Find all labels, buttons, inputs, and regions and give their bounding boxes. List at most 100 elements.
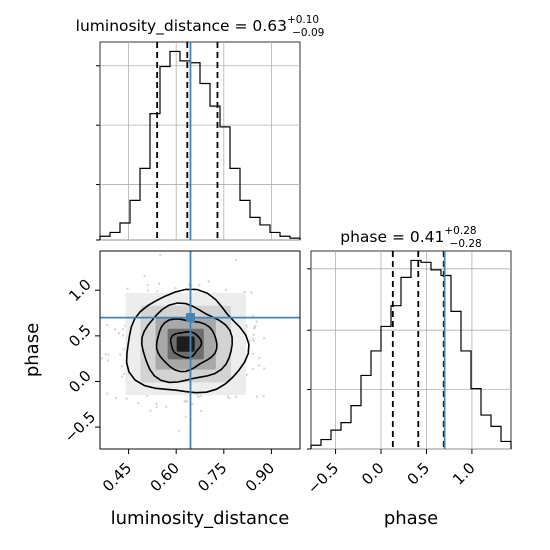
- scatter-point: [114, 328, 117, 331]
- scatter-point: [174, 286, 177, 290]
- scatter-point: [125, 397, 128, 400]
- x-tick-label: 0.75: [194, 459, 230, 495]
- y-tick-marks: [96, 65, 100, 241]
- scatter-point: [146, 283, 149, 287]
- scatter-point: [104, 353, 108, 356]
- scatter-point: [120, 365, 124, 368]
- scatter-point: [234, 258, 238, 262]
- scatter-point: [245, 373, 249, 376]
- title-eq: =: [230, 17, 253, 35]
- scatter-point: [106, 323, 109, 327]
- x-tick-label: 0.0: [358, 459, 388, 489]
- title-plus: +0.28: [444, 225, 476, 237]
- scatter-point: [106, 359, 110, 362]
- scatter-point: [251, 367, 255, 371]
- title-param: phase: [340, 228, 387, 246]
- scatter-point: [183, 400, 186, 403]
- scatter-point: [226, 395, 230, 398]
- scatter-point: [249, 339, 252, 342]
- quantile-lines: [156, 42, 219, 240]
- scatter-point: [177, 429, 181, 432]
- title-median: 0.41: [410, 228, 445, 246]
- scatter-point: [197, 395, 200, 399]
- panel-title: phase = 0.41+0.28 −0.28: [340, 225, 482, 250]
- scatter-point: [251, 337, 254, 341]
- y-tick-marks: [307, 268, 311, 450]
- truth-marker: [185, 313, 195, 323]
- contour-line: [140, 302, 234, 384]
- x-tick-label: 0.5: [404, 459, 434, 489]
- scatter-point: [122, 348, 125, 351]
- scatter-point: [101, 357, 104, 360]
- scatter-point: [117, 332, 121, 335]
- scatter-point: [186, 400, 189, 403]
- y-tick-labels: −0.5 0.0 0.5 1.0: [61, 275, 99, 446]
- scatter-point: [184, 415, 187, 418]
- x-tick-label: −0.5: [304, 459, 342, 497]
- scatter-point: [143, 275, 146, 278]
- scatter-point: [122, 334, 125, 337]
- scatter-point: [158, 282, 161, 285]
- scatter-point: [243, 290, 246, 294]
- scatter-point: [137, 402, 140, 405]
- y-axis-label: phase: [22, 323, 43, 377]
- scatter-point: [114, 396, 118, 400]
- scatter-point: [252, 333, 255, 336]
- luminosity-distance-vs-phase-panel: 0.45 0.60 0.75 0.90 −0.5 0.0 0.5 1.0 luminosit…: [22, 250, 301, 529]
- scatter-point: [207, 280, 210, 283]
- x-tick-marks: [128, 449, 272, 454]
- scatter-point: [262, 394, 265, 398]
- x-tick-label: 0.90: [242, 459, 278, 495]
- panel-frame: [310, 250, 512, 450]
- scatter-point: [159, 254, 162, 257]
- y-tick-label: 1.0: [65, 275, 95, 305]
- scatter-point: [198, 284, 201, 287]
- scatter-point: [253, 326, 256, 329]
- scatter-point: [258, 356, 261, 360]
- x-tick-labels: 0.45 0.60 0.75 0.90: [99, 459, 278, 495]
- scatter-point: [121, 375, 124, 378]
- scatter-point: [263, 337, 266, 340]
- contour-line: [155, 318, 218, 373]
- y-tick-label: 0.5: [65, 321, 95, 351]
- scatter-point: [263, 367, 266, 370]
- x-tick-labels: −0.5 0.0 0.5 1.0: [304, 459, 479, 497]
- scatter-point: [126, 287, 129, 290]
- scatter-point: [119, 353, 122, 356]
- scatter-point: [255, 320, 258, 323]
- scatter-point: [191, 403, 194, 406]
- scatter-point: [121, 328, 125, 331]
- scatter-point: [252, 339, 255, 343]
- luminosity-distance-histogram-panel: luminosity_distance = 0.63+0.10 −0.09: [76, 14, 325, 241]
- scatter-point: [258, 364, 261, 367]
- scatter-point: [252, 314, 255, 317]
- panel-title: luminosity_distance = 0.63+0.10 −0.09: [76, 14, 325, 39]
- grid-lines: [100, 42, 300, 241]
- density-level: [176, 336, 195, 352]
- scatter-point: [156, 290, 159, 293]
- scatter-point: [107, 353, 110, 356]
- title-eq: =: [387, 228, 410, 246]
- contour-line: [169, 330, 203, 359]
- x-tick-label: 0.45: [99, 459, 135, 495]
- histogram-step-line: [310, 259, 512, 449]
- x-tick-label: 0.60: [147, 459, 183, 495]
- title-minus: −0.28: [450, 238, 482, 250]
- grid-lines: [311, 251, 511, 450]
- contour-lines: [125, 288, 250, 394]
- scatter-point: [251, 352, 254, 356]
- scatter-point: [155, 406, 158, 409]
- y-tick-marks: [95, 289, 100, 428]
- scatter-point: [155, 402, 158, 406]
- scatter-point: [149, 409, 152, 412]
- y-tick-label: −0.5: [61, 408, 99, 446]
- quantile-lines: [391, 251, 445, 449]
- scatter-point: [199, 409, 203, 413]
- x-axis-label: phase: [384, 508, 438, 529]
- title-minus: −0.09: [292, 27, 324, 39]
- scatter-point: [250, 291, 253, 294]
- y-tick-label: 0.0: [65, 367, 95, 397]
- x-axis-label: luminosity_distance: [111, 508, 290, 529]
- scatter-point: [255, 395, 259, 398]
